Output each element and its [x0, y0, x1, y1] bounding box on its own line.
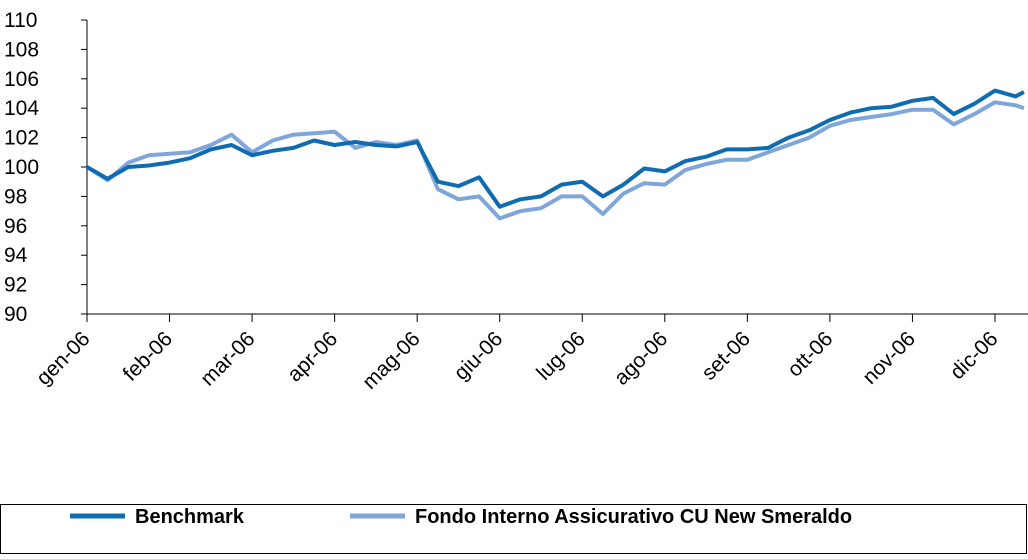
- y-tick-label: 90: [4, 303, 27, 326]
- series-line: [86, 88, 1025, 209]
- legend-label: Fondo Interno Assicurativo CU New Smeral…: [415, 506, 852, 528]
- legend-label: Benchmark: [135, 506, 245, 528]
- y-tick-label: 108: [4, 38, 39, 61]
- series-line: [85, 100, 1025, 221]
- x-tick-label: feb-06: [119, 327, 177, 385]
- y-tick-label: 104: [4, 97, 39, 120]
- x-tick-label: mar-06: [196, 327, 259, 390]
- y-tick-label: 96: [4, 215, 27, 238]
- x-tick-label: nov-06: [858, 327, 920, 389]
- x-tick-label: apr-06: [283, 327, 342, 386]
- x-tick-label: dic-06: [946, 327, 1003, 384]
- x-tick-label: ott-06: [783, 327, 837, 381]
- x-tick-label: set-06: [697, 327, 755, 385]
- y-tick-label: 100: [4, 156, 39, 179]
- x-tick-label: lug-06: [532, 327, 590, 385]
- y-tick-label: 92: [4, 274, 27, 297]
- x-tick-label: giu-06: [450, 327, 508, 385]
- y-tick-label: 98: [4, 185, 27, 208]
- x-tick-label: gen-06: [32, 327, 95, 390]
- x-tick-label: ago-06: [610, 327, 673, 390]
- x-tick-label: mag-06: [358, 327, 425, 394]
- y-tick-label: 94: [4, 244, 28, 267]
- y-tick-label: 106: [4, 68, 39, 91]
- y-tick-label: 102: [4, 127, 39, 150]
- y-tick-label: 110: [4, 9, 37, 32]
